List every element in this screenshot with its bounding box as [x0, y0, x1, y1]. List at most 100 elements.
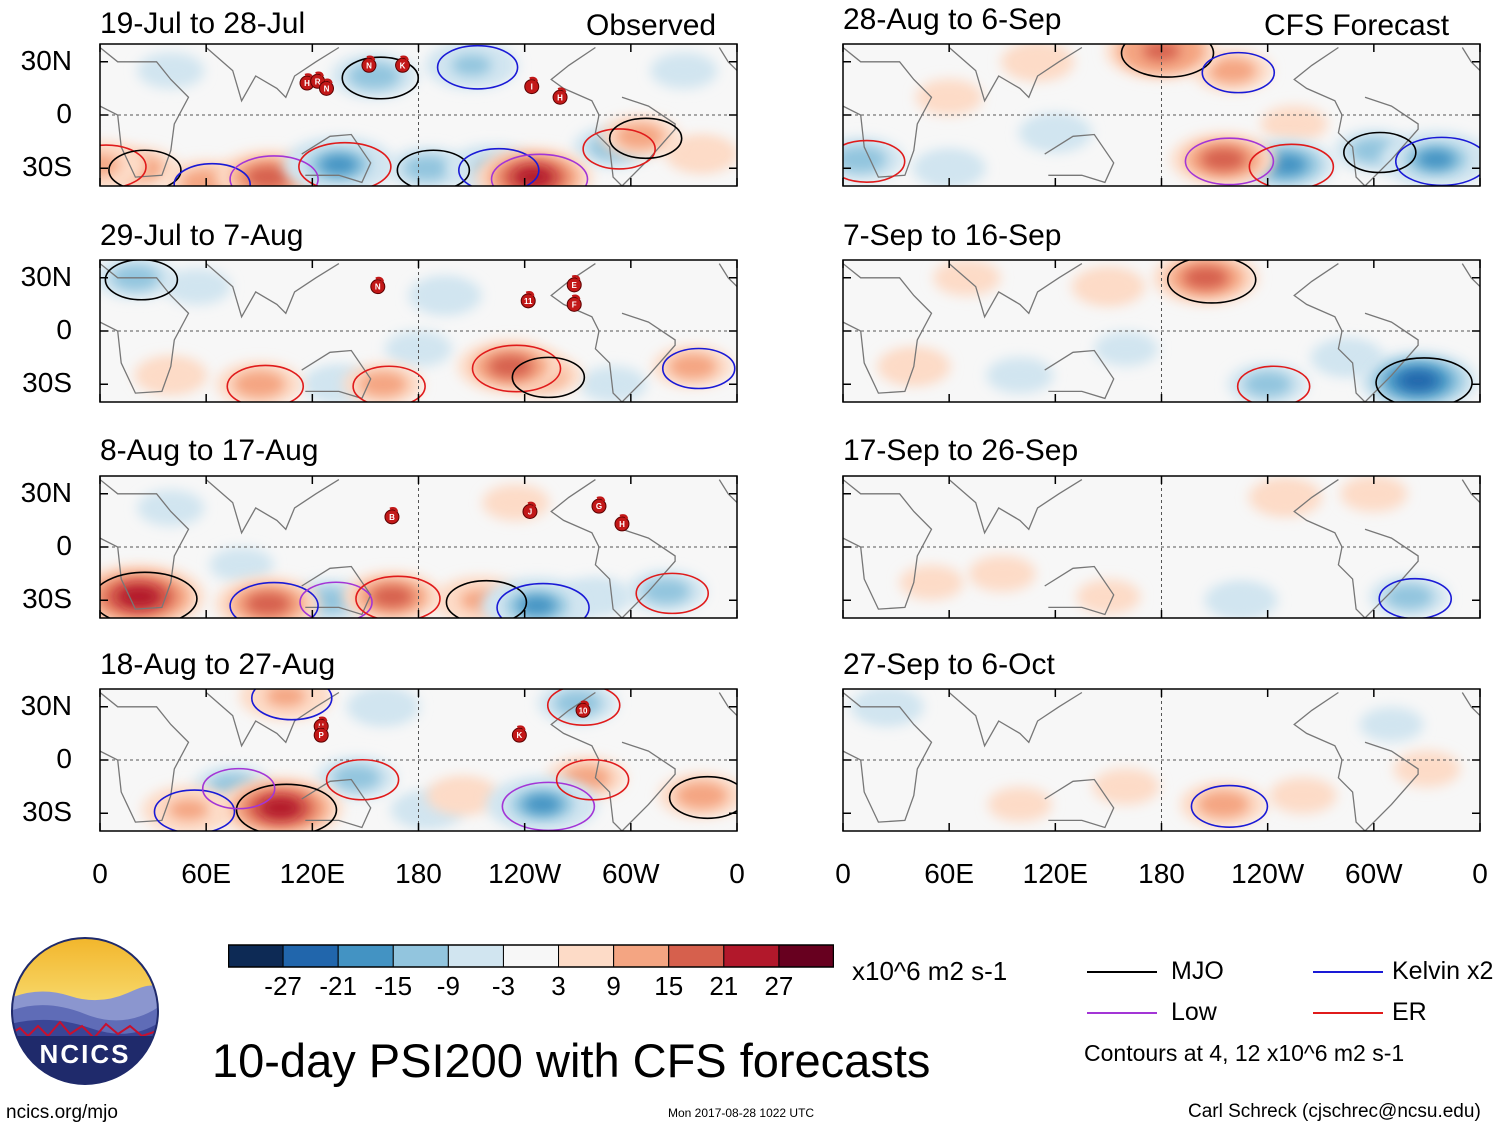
anomaly-cell [137, 489, 205, 527]
lon-label: 120W [1231, 858, 1305, 889]
wave-contour [1236, 365, 1311, 402]
logo-text: NCICS [40, 1039, 131, 1069]
anomaly-cell [1260, 105, 1328, 143]
footer-author[interactable]: Carl Schreck (cjschrec@ncsu.edu) [1188, 1101, 1481, 1122]
wave-contour [668, 775, 737, 820]
coastline [1293, 479, 1419, 618]
coastline [100, 691, 190, 823]
lat-label: 0 [56, 98, 72, 129]
anomaly-cell [1200, 147, 1247, 171]
coastline [948, 46, 1083, 103]
footer-url[interactable]: ncics.org/mjo [6, 1102, 118, 1123]
map-panel-3: HP K10 [99, 688, 738, 832]
coastline [843, 263, 933, 394]
storm-marker: G [591, 496, 607, 514]
storm-label: N [324, 84, 330, 93]
colorbar-label: 9 [606, 971, 621, 1001]
storm-marker: B [384, 507, 400, 525]
anomaly-cell [451, 55, 492, 76]
anomaly-cell [642, 578, 691, 604]
wave-contour [100, 144, 147, 186]
wave-contour [1378, 577, 1453, 618]
colorbar-label: -3 [491, 971, 516, 1001]
storm-marker: N [370, 276, 386, 295]
legend-label-mjo: MJO [1171, 957, 1224, 985]
anomaly-cell [1393, 750, 1461, 788]
lat-label: 30S [22, 583, 72, 615]
colorbar-box [502, 944, 560, 968]
colorbar-box [613, 944, 670, 968]
storm-marker: I [524, 76, 540, 95]
panel-title-observed-4: 18-Aug to 27-Aug [100, 648, 336, 681]
contours-note: Contours at 4, 12 x10^6 m2 s-1 [1084, 1040, 1405, 1066]
wave-contour [1190, 784, 1269, 828]
coastline [843, 46, 933, 178]
anomaly-cell [1243, 371, 1292, 397]
storm-marker: N [361, 55, 377, 73]
storm-marker: E [566, 275, 582, 293]
lon-label: 0 [729, 858, 745, 889]
colorbar-label: -15 [374, 971, 413, 1001]
coastline [205, 46, 340, 103]
wave-contour [458, 147, 540, 186]
wave-contour [582, 128, 656, 170]
coastline [1044, 565, 1115, 616]
coastline [550, 263, 676, 402]
anomaly-cell [668, 353, 717, 380]
coastline [718, 479, 737, 504]
coastline [1461, 692, 1480, 717]
panel-title-observed-2: 29-Jul to 7-Aug [100, 219, 304, 252]
anomaly-cell [1263, 485, 1308, 510]
lon-label: 0 [835, 858, 851, 889]
coastline [301, 565, 372, 616]
anomaly-cell [332, 765, 381, 791]
storm-label: K [400, 61, 406, 70]
anomaly-cell [523, 795, 562, 814]
wave-contour [229, 581, 319, 618]
lon-label: 60W [1345, 858, 1403, 889]
panel-title-forecast-2: 7-Sep to 16-Sep [843, 219, 1062, 252]
anomaly-cell [1015, 49, 1060, 74]
map-panel-7 [842, 688, 1481, 832]
storm-marker: H [552, 87, 568, 105]
storm-label: B [389, 513, 395, 522]
lon-label: 120W [488, 858, 562, 889]
coastline [718, 263, 737, 288]
map-panel-5 [842, 259, 1481, 403]
lon-label: 180 [1138, 858, 1185, 889]
anomaly-cell [1385, 584, 1434, 610]
storm-label: N [375, 283, 381, 292]
coastline [205, 263, 340, 319]
wave-contour [1166, 260, 1257, 304]
coastline [550, 691, 676, 831]
storm-marker: P [313, 725, 329, 743]
anomaly-cell [148, 363, 193, 388]
storm-label: E [572, 281, 578, 290]
anomaly-cell [348, 62, 401, 90]
storm-label: J [528, 508, 532, 517]
wave-contour [341, 56, 420, 100]
storm-label: H [619, 520, 625, 529]
wave-contour [546, 689, 621, 726]
lon-label: 60E [181, 858, 232, 889]
colorbar-box [778, 944, 834, 968]
anomaly-cell [579, 366, 647, 402]
anomaly-cell [1417, 150, 1455, 169]
forecast-header: CFS Forecast [1264, 9, 1450, 42]
anomaly-cell [933, 260, 1001, 296]
colorbar-label: 15 [654, 971, 684, 1001]
map-panel-4 [842, 43, 1481, 187]
wave-contour [1120, 44, 1215, 78]
wave-contour [104, 260, 179, 301]
wave-contour [226, 364, 305, 402]
wave-contour [496, 582, 590, 618]
ncics-logo: NCICS [11, 937, 159, 1085]
lat-label: 0 [56, 314, 72, 345]
map-panel-2: B J G H [99, 475, 738, 619]
coastline [301, 778, 372, 829]
coastline [1461, 47, 1480, 72]
anomaly-cell [361, 694, 406, 719]
wave-contour [1248, 143, 1335, 186]
wave-contour [471, 344, 562, 393]
units-label: x10^6 m2 s-1 [852, 956, 1008, 986]
